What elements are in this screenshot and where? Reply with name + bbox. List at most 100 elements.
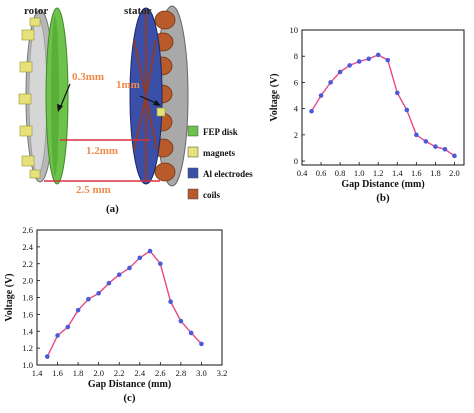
chart-c-y-tick-label: 2.0 <box>22 276 33 286</box>
chart-c-data-point <box>168 299 173 305</box>
chart-b-data-point <box>337 69 343 75</box>
chart-b-data-point <box>375 52 381 58</box>
chart-c-series-line <box>46 250 202 357</box>
legend-swatch-coils <box>187 188 199 200</box>
chart-b-plot-frame <box>301 29 465 166</box>
chart-c-x-tick-label: 2.2 <box>114 368 125 378</box>
chart-c-data-point <box>188 330 194 336</box>
chart-c-x-tick-label: 2.6 <box>155 368 166 378</box>
chart-b-svg: 0.4 0.6 0.8 1.0 1.2 1.4 1.6 1.8 2.0 0 2 4 6 8 10 Gap Di… <box>269 25 465 204</box>
chart-b-x-tick-label: 0.8 <box>335 168 346 178</box>
chart-c-plot-frame <box>36 229 223 366</box>
chart-c-data-point <box>178 318 184 324</box>
stator-label: stator <box>124 5 152 17</box>
chart-c-data-point <box>106 280 112 286</box>
chart-c-y-tick-label: 1.2 <box>22 343 33 353</box>
legend-swatch-fep-disk <box>187 125 199 137</box>
stator-marker <box>156 107 166 117</box>
legend-al-electrodes: Al electrodes <box>203 169 253 179</box>
chart-b-x-tick-label: 2.0 <box>449 168 460 178</box>
chart-b-y-tick-label: 0 <box>294 156 298 166</box>
chart-c-data-point <box>86 296 91 302</box>
chart-c-y-tick-label: 2.4 <box>22 242 33 252</box>
inner-distance-label: 1.2mm <box>86 145 118 157</box>
chart-b-data-point <box>394 90 400 96</box>
chart-b-data-point <box>309 108 314 114</box>
chart-b-data-point <box>423 139 429 144</box>
chart-c-y-tick-label: 1.6 <box>22 309 33 319</box>
schematic-svg: rotor stator 0.3mm 1mm 1.2mm 2.5 mm (a) … <box>18 5 253 215</box>
chart-c-data-point <box>127 265 132 271</box>
chart-c-data-point <box>137 255 143 261</box>
chart-c-x-tick-label: 2.0 <box>93 368 104 378</box>
chart-c-y-tick-label: 2.6 <box>22 225 33 235</box>
chart-b-x-tick-label: 0.4 <box>297 168 308 178</box>
chart-c-data-point <box>199 341 204 347</box>
chart-b-data-point <box>356 59 362 64</box>
chart-b-x-tick-label: 0.6 <box>316 168 327 178</box>
chart-c-data-point <box>158 261 163 267</box>
chart-b-y-tick-label: 8 <box>294 51 298 61</box>
chart-b-panel-label: (b) <box>376 192 390 204</box>
chart-c-x-tick-label: 3.0 <box>196 368 207 378</box>
chart-c-x-tick-label: 2.4 <box>134 368 145 378</box>
chart-b-x-tick-label: 1.6 <box>411 168 422 178</box>
chart-c-data-point <box>65 324 71 330</box>
legend-coils: coils <box>203 190 220 200</box>
chart-c-x-tick-label: 3.2 <box>217 368 228 378</box>
chart-b-data-point <box>442 146 448 152</box>
chart-b-y-tick-label: 6 <box>294 77 298 87</box>
chart-b-data-point <box>328 80 333 85</box>
chart-c-data-point <box>116 272 122 278</box>
panel-a-schematic: rotor stator 0.3mm 1mm 1.2mm 2.5 mm (a) … <box>0 0 270 220</box>
chart-c-data-point <box>96 290 101 296</box>
chart-b-y-tick-label: 10 <box>290 25 299 35</box>
chart-c-x-tick-label: 1.4 <box>32 368 43 378</box>
chart-b-data-point <box>347 63 352 68</box>
chart-c-y-axis-title: Voltage (V) <box>4 273 15 321</box>
panel-b-chart: 0.4 0.6 0.8 1.0 1.2 1.4 1.6 1.8 2.0 0 2 4 6 8 10 Gap Di… <box>268 0 474 215</box>
chart-c-x-axis-title: Gap Distance (mm) <box>88 379 171 390</box>
chart-b-series-line <box>310 54 455 157</box>
electrode-spokes <box>133 10 158 182</box>
rotor-label: rotor <box>24 5 48 17</box>
chart-c-y-tick-label: 2.2 <box>22 259 33 269</box>
chart-b-data-point <box>452 153 457 159</box>
chart-b-data-point <box>404 107 410 113</box>
chart-c-data-point <box>55 333 60 338</box>
chart-b-x-axis-title: Gap Distance (mm) <box>341 179 424 190</box>
outer-distance-label: 2.5 mm <box>76 184 111 196</box>
chart-c-x-tick-label: 1.6 <box>52 368 63 378</box>
legend-swatch-magnets <box>187 146 199 158</box>
panel-c-chart: 1.4 1.6 1.8 2.0 2.2 2.4 2.6 2.8 3.0 3.2 1.0 1.2 1.4 1… <box>0 215 240 408</box>
chart-b-data-point <box>366 56 372 62</box>
chart-b-data-point <box>433 144 438 149</box>
chart-b-data-point <box>414 132 419 138</box>
chart-b-data-point <box>318 93 324 98</box>
chart-b-y-axis-title: Voltage (V) <box>269 73 280 121</box>
legend: FEP disk magnets Al electrodes coils <box>187 125 253 200</box>
chart-c-y-tick-label: 1.8 <box>22 293 33 303</box>
rotor-gap-label: 0.3mm <box>72 71 104 83</box>
chart-c-x-tick-label: 1.8 <box>73 368 84 378</box>
chart-b-x-tick-label: 1.0 <box>354 168 365 178</box>
chart-c-data-point <box>75 307 81 313</box>
legend-magnets: magnets <box>203 148 235 158</box>
chart-b-y-tick-label: 4 <box>294 104 299 114</box>
rotor-gap-arrow <box>59 83 71 109</box>
chart-c-data-point <box>147 248 153 254</box>
panel-a-label: (a) <box>106 203 119 215</box>
chart-c-panel-label: (c) <box>123 392 136 404</box>
chart-c-y-tick-label: 1.0 <box>22 360 33 370</box>
chart-c-y-tick-label: 1.4 <box>22 326 33 336</box>
fep-disk-shade <box>51 16 59 176</box>
chart-c-x-tick-label: 2.8 <box>176 368 187 378</box>
chart-b-x-tick-label: 1.2 <box>373 168 384 178</box>
chart-b-x-tick-label: 1.4 <box>392 168 403 178</box>
chart-c-svg: 1.4 1.6 1.8 2.0 2.2 2.4 2.6 2.8 3.0 3.2 1.0 1.2 1.4 1… <box>4 225 228 404</box>
chart-b-y-tick-label: 2 <box>294 130 298 140</box>
legend-fep-disk: FEP disk <box>203 127 238 137</box>
chart-b-data-point <box>385 57 391 63</box>
legend-swatch-al-electrodes <box>187 167 199 179</box>
rotor-frame-inner <box>28 17 48 175</box>
